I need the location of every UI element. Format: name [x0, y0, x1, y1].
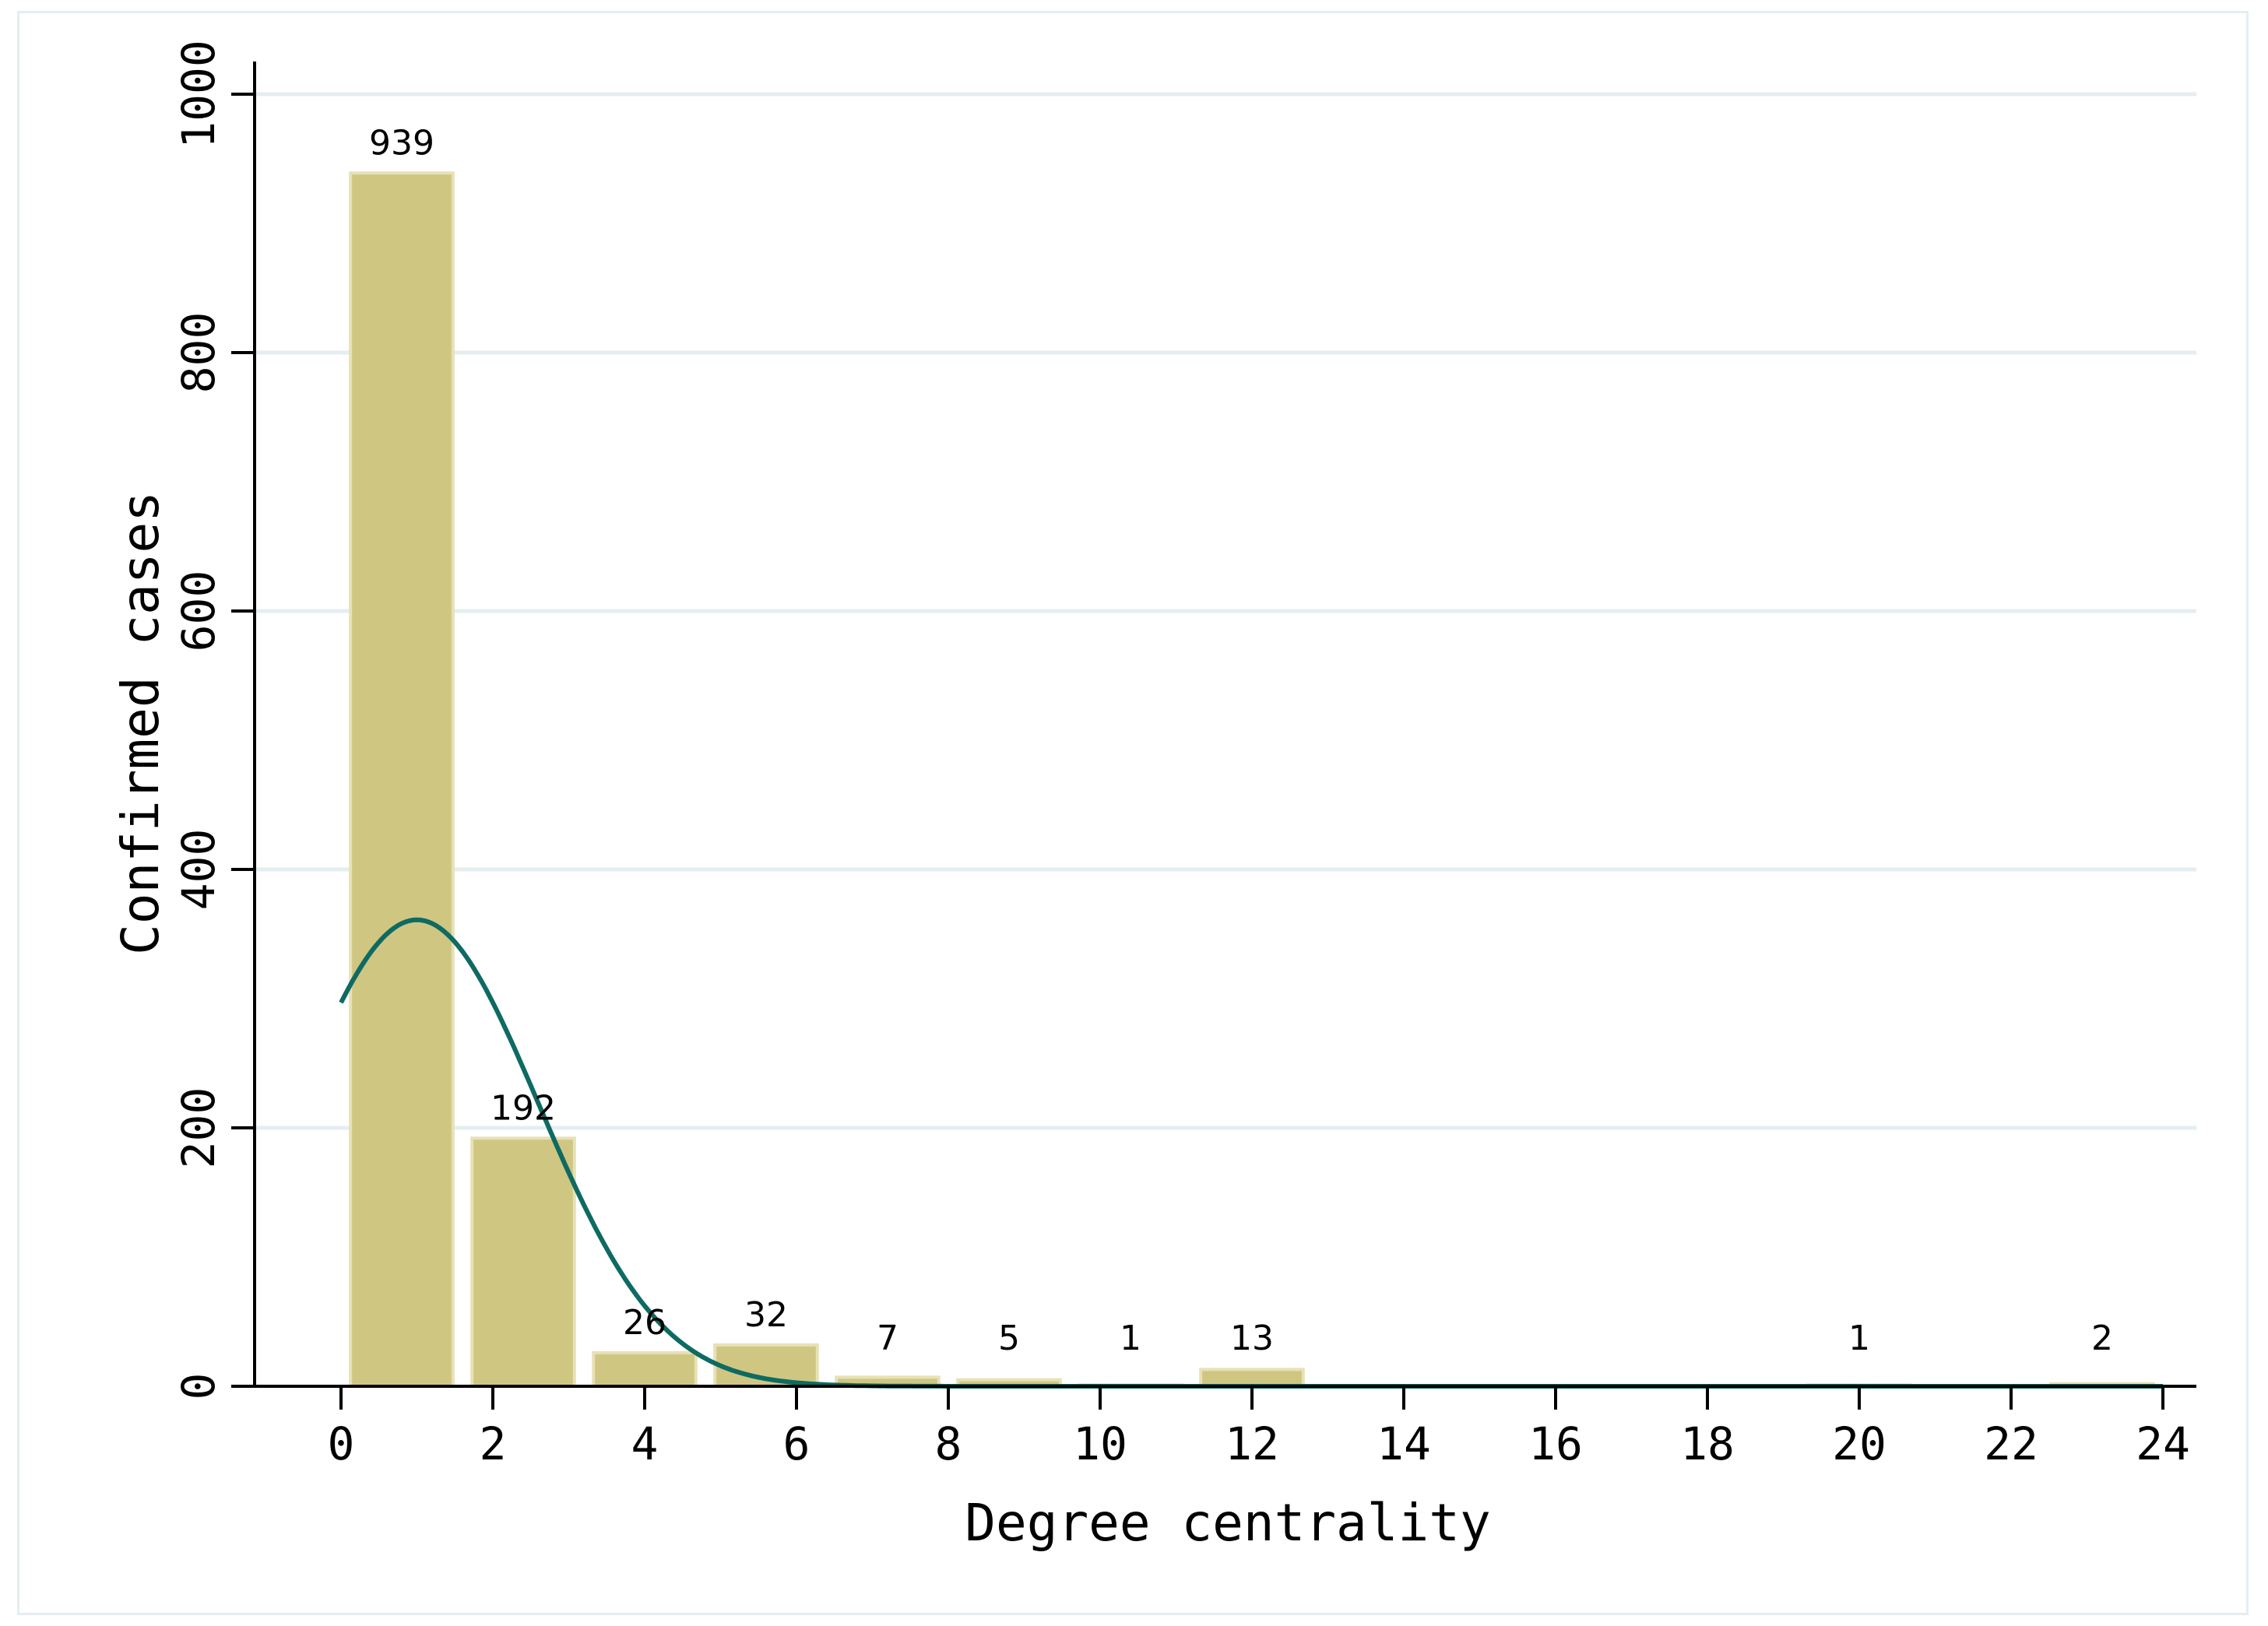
bars: [349, 171, 2155, 1389]
y-tick-label-0: 0: [172, 1373, 225, 1400]
density-curve-group: [339, 917, 2163, 1389]
data-label-3: 32: [744, 1295, 788, 1335]
bar-0: [349, 171, 455, 1388]
x-ticks: 0 2 4 6 8 10 12 14 16 18 20 22 24: [328, 1386, 2190, 1470]
y-ticks: 0 200 400 600 800 1000: [172, 40, 255, 1399]
plot-frame: 0 2 4 6 8 10 12 14 16 18 20 22 24 0 200 400 600 800 1000 …: [17, 11, 2249, 1615]
x-tick-label-4: 4: [631, 1417, 659, 1470]
data-label-9: 2: [2091, 1319, 2113, 1358]
data-labels: 939 192 26 32 7 5 1 13 1 2: [369, 123, 2113, 1358]
data-label-2: 26: [623, 1303, 666, 1343]
axes: [253, 61, 2196, 1388]
y-tick-label-800: 800: [172, 312, 225, 394]
x-tick-label-12: 12: [1225, 1417, 1279, 1470]
data-label-7: 13: [1230, 1319, 1274, 1358]
x-tick-label-10: 10: [1073, 1417, 1127, 1470]
y-tick-label-600: 600: [172, 571, 225, 652]
x-tick-label-14: 14: [1377, 1417, 1431, 1470]
x-tick-label-24: 24: [2136, 1417, 2190, 1470]
data-label-0: 939: [369, 123, 434, 163]
x-tick-label-8: 8: [935, 1417, 962, 1470]
x-axis-title: Degree centrality: [965, 1493, 1491, 1553]
chart: 0 2 4 6 8 10 12 14 16 18 20 22 24 02004006008001000 …: [111, 40, 2196, 1553]
x-tick-label-2: 2: [480, 1417, 507, 1470]
y-axis-title: Confirmed cases: [111, 491, 171, 955]
data-label-4: 7: [877, 1319, 898, 1358]
y-tick-label-1000: 1000: [172, 40, 225, 149]
data-label-1: 192: [491, 1088, 556, 1128]
x-tick-label-20: 20: [1832, 1417, 1886, 1470]
y-tick-label-400: 400: [172, 829, 225, 911]
data-label-8: 1: [1848, 1319, 1870, 1358]
bar-7: [1199, 1368, 1305, 1389]
bar-1: [470, 1136, 576, 1389]
x-tick-label-6: 6: [783, 1417, 811, 1470]
x-tick-label-0: 0: [328, 1417, 355, 1470]
data-label-6: 1: [1120, 1319, 1141, 1358]
x-tick-label-16: 16: [1528, 1417, 1583, 1470]
gridlines: [255, 92, 2196, 1130]
bar-2: [592, 1350, 698, 1388]
density-curve: [339, 917, 2163, 1389]
x-tick-label-22: 22: [1984, 1417, 2038, 1470]
x-tick-label-18: 18: [1680, 1417, 1735, 1470]
y-tick-label-200: 200: [172, 1087, 225, 1169]
data-label-5: 5: [998, 1319, 1020, 1358]
